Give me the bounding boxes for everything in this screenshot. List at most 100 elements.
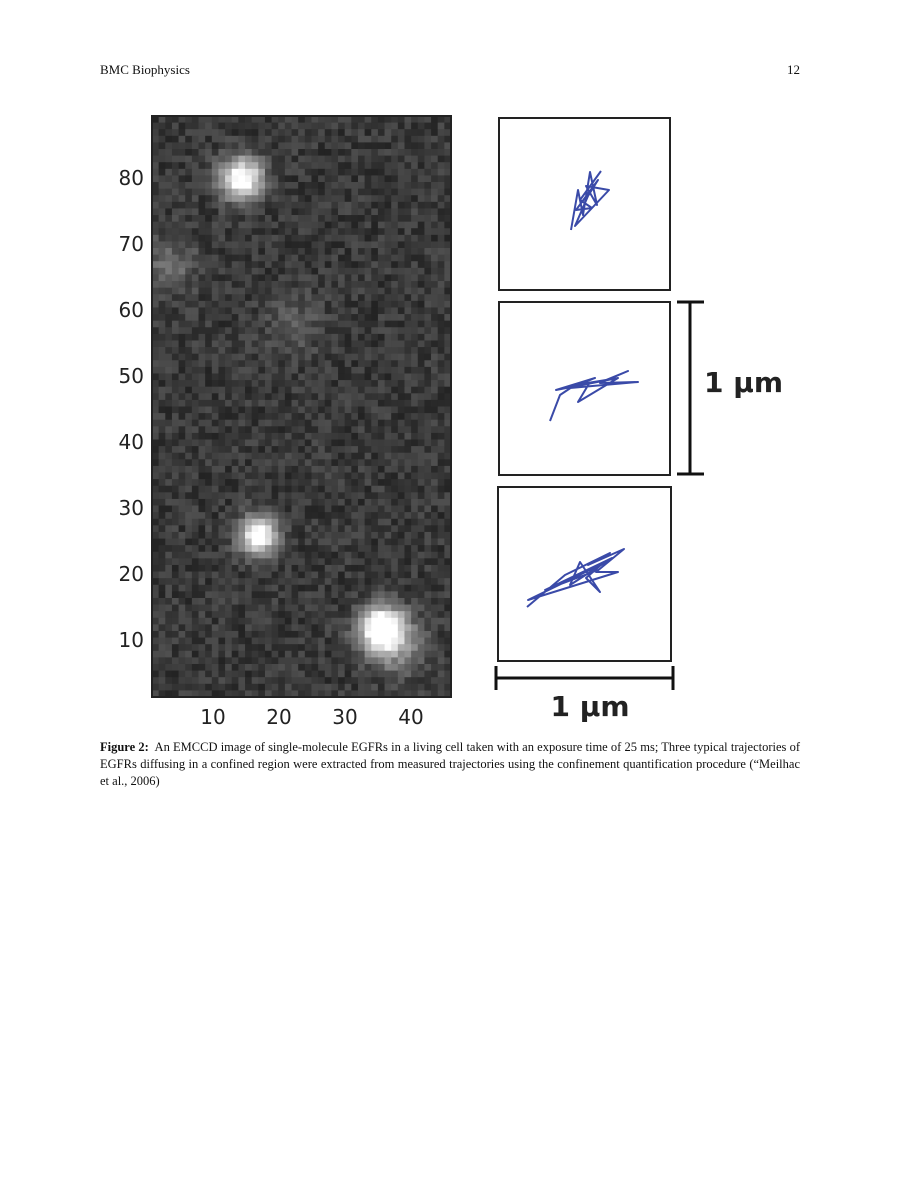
image-pixel: [238, 399, 246, 407]
image-pixel: [284, 347, 292, 355]
image-pixel: [178, 182, 186, 190]
image-pixel: [185, 261, 193, 269]
image-pixel: [198, 597, 206, 605]
image-pixel: [298, 406, 306, 414]
image-pixel: [271, 221, 279, 229]
image-pixel: [411, 340, 419, 348]
image-pixel: [397, 657, 405, 665]
image-pixel: [158, 505, 166, 513]
image-pixel: [298, 215, 306, 223]
image-pixel: [357, 340, 366, 348]
image-pixel: [198, 479, 206, 487]
image-pixel: [258, 281, 266, 289]
image-pixel: [238, 314, 246, 322]
image-pixel: [344, 630, 352, 638]
image-pixel: [338, 122, 346, 130]
image-pixel: [371, 571, 379, 579]
image-pixel: [251, 162, 259, 170]
image-pixel: [371, 129, 379, 137]
image-pixel: [324, 690, 332, 698]
image-pixel: [364, 406, 372, 414]
image-pixel: [152, 459, 160, 467]
image-pixel: [284, 208, 292, 216]
image-pixel: [318, 663, 326, 671]
image-pixel: [264, 360, 272, 368]
image-pixel: [171, 281, 179, 289]
y-tick-label: 20: [119, 562, 144, 586]
image-pixel: [384, 538, 392, 546]
image-pixel: [384, 644, 392, 652]
image-pixel: [205, 637, 213, 645]
image-pixel: [165, 465, 173, 473]
image-pixel: [311, 426, 319, 434]
image-pixel: [211, 267, 219, 275]
image-pixel: [417, 683, 425, 691]
image-pixel: [211, 683, 219, 691]
image-pixel: [364, 413, 372, 421]
image-pixel: [251, 690, 259, 698]
image-pixel: [331, 604, 339, 612]
image-pixel: [278, 604, 286, 612]
image-pixel: [431, 597, 439, 605]
image-pixel: [338, 380, 346, 388]
image-pixel: [185, 215, 193, 223]
image-pixel: [178, 300, 186, 308]
image-pixel: [284, 281, 292, 289]
image-pixel: [258, 663, 266, 671]
image-pixel: [404, 670, 412, 678]
image-pixel: [311, 347, 319, 355]
image-pixel: [371, 241, 379, 249]
image-pixel: [397, 617, 405, 625]
image-pixel: [205, 683, 213, 691]
image-pixel: [298, 281, 306, 289]
image-pixel: [264, 426, 272, 434]
image-pixel: [165, 373, 173, 381]
image-pixel: [397, 485, 405, 493]
image-pixel: [344, 558, 352, 566]
image-pixel: [364, 122, 372, 130]
image-pixel: [205, 155, 213, 163]
image-pixel: [357, 512, 366, 520]
image-pixel: [251, 360, 259, 368]
image-pixel: [377, 446, 385, 454]
image-pixel: [278, 683, 286, 691]
image-pixel: [344, 611, 352, 619]
image-pixel: [178, 538, 186, 546]
image-pixel: [311, 545, 319, 553]
image-pixel: [231, 353, 239, 361]
image-pixel: [278, 208, 286, 216]
image-pixel: [218, 393, 226, 401]
image-pixel: [424, 254, 432, 262]
image-pixel: [331, 578, 339, 586]
image-pixel: [218, 571, 226, 579]
image-pixel: [258, 261, 266, 269]
image-pixel: [444, 300, 452, 308]
image-pixel: [245, 432, 253, 440]
image-pixel: [251, 340, 259, 348]
image-pixel: [304, 439, 312, 447]
image-pixel: [371, 551, 379, 559]
image-pixel: [238, 538, 246, 546]
image-pixel: [338, 446, 346, 454]
image-pixel: [152, 373, 160, 381]
image-pixel: [238, 604, 246, 612]
image-pixel: [371, 657, 379, 665]
image-pixel: [364, 644, 372, 652]
image-pixel: [437, 670, 445, 678]
image-pixel: [397, 333, 405, 341]
image-pixel: [304, 228, 312, 236]
image-pixel: [391, 498, 399, 506]
image-pixel: [225, 175, 233, 183]
image-pixel: [225, 241, 233, 249]
image-pixel: [377, 314, 385, 322]
image-pixel: [218, 578, 226, 586]
image-pixel: [258, 439, 266, 447]
image-pixel: [397, 307, 405, 315]
image-pixel: [185, 287, 193, 295]
image-pixel: [437, 624, 445, 632]
image-pixel: [397, 360, 405, 368]
image-pixel: [185, 492, 193, 500]
image-pixel: [411, 611, 419, 619]
image-pixel: [364, 630, 372, 638]
image-pixel: [185, 188, 193, 196]
